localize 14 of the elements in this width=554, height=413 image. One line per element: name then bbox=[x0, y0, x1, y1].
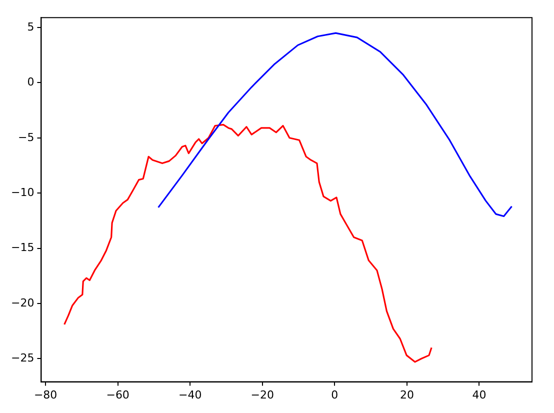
x-tick-label: −80 bbox=[34, 388, 58, 402]
y-tick-label: −25 bbox=[10, 351, 34, 364]
y-tick-label: −20 bbox=[10, 296, 34, 310]
y-tick-label: 0 bbox=[27, 76, 34, 89]
x-tick-label: 40 bbox=[472, 388, 486, 402]
y-tick-label: −10 bbox=[10, 186, 34, 199]
x-tick-label: 0 bbox=[331, 388, 338, 402]
x-tick-label: 20 bbox=[400, 388, 414, 402]
y-tick-label: −5 bbox=[18, 130, 34, 144]
x-tick-label: −60 bbox=[106, 388, 130, 402]
y-tick-label: −15 bbox=[10, 241, 34, 254]
x-tick-label: −40 bbox=[178, 388, 202, 402]
y-tick-label: 5 bbox=[27, 20, 34, 34]
x-tick-label: −20 bbox=[250, 388, 274, 402]
